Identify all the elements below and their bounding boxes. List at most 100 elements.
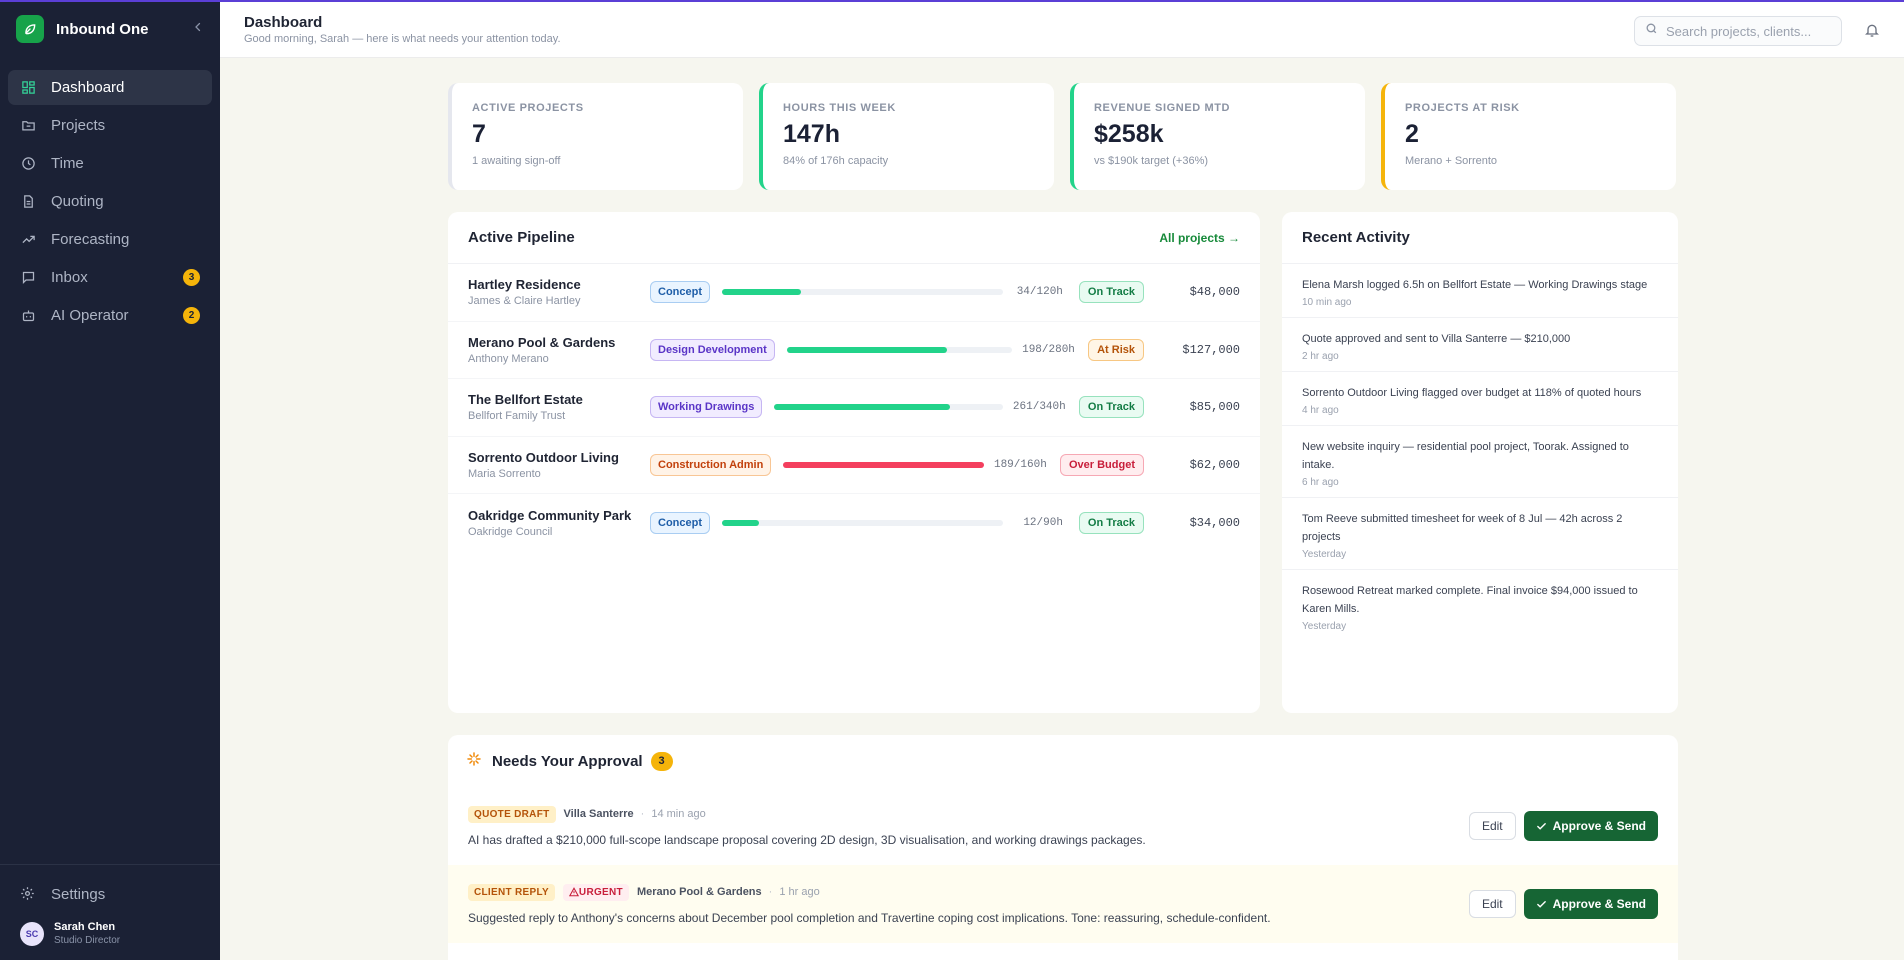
needs-approval-card: Needs Your Approval 3 QUOTE DRAFT Villa … [448,735,1678,960]
sidebar-item-projects[interactable]: Projects [8,108,212,143]
bell-icon[interactable] [1864,22,1882,40]
ai-operator-count-badge: 2 [183,307,200,324]
approve-send-button[interactable]: Approve & Send [1523,889,1658,919]
pipeline-row[interactable]: Merano Pool & Gardens Anthony Merano Des… [448,322,1260,379]
sidebar-item-inbox[interactable]: Inbox 3 [8,260,212,295]
activity-item: Elena Marsh logged 6.5h on Bellfort Esta… [1282,264,1678,318]
stat-sub: 84% of 176h capacity [783,155,889,167]
all-projects-link[interactable]: All projects → [1159,230,1240,245]
leaf-logo-icon [16,15,44,43]
progress-fill [786,346,947,353]
top-accent-line [0,0,1904,2]
sidebar: Inbound One Dashboard Projects Time Quot… [0,0,220,960]
inbox-count-badge: 3 [183,269,200,286]
approval-item: QUOTE DRAFT Villa Santerre · 14 min ago … [448,787,1678,865]
activity-text: Tom Reeve submitted timesheet for week o… [1302,513,1623,543]
pipeline-row[interactable]: The Bellfort Estate Bellfort Family Trus… [448,379,1260,437]
stat-revenue-signed: REVENUE SIGNED MTD $258k vs $190k target… [1070,83,1365,190]
approval-item: CLIENT REPLY URGENT Merano Pool & Garden… [448,865,1678,943]
sidebar-item-label: Dashboard [51,79,125,96]
activity-text: Elena Marsh logged 6.5h on Bellfort Esta… [1302,279,1648,291]
approval-title: Needs Your Approval [492,752,643,770]
sidebar-item-label: AI Operator [51,307,129,324]
edit-button[interactable]: Edit [1468,812,1516,840]
user-name: Sarah Chen [54,921,116,933]
activity-text: Sorrento Outdoor Living flagged over bud… [1302,387,1642,399]
edit-button[interactable]: Edit [1468,890,1516,918]
trending-icon [20,232,36,248]
urgent-label: URGENT [578,886,623,898]
activity-time: Yesterday [1302,621,1347,632]
stage-badge: Concept [650,511,710,534]
sidebar-item-label: Quoting [51,193,104,210]
hours-progress-bar [722,519,1003,526]
sidebar-item-settings[interactable]: Settings [8,879,212,909]
search-input[interactable] [1666,23,1826,39]
activity-time: 4 hr ago [1302,405,1339,416]
progress-fill [722,289,801,296]
sidebar-item-forecasting[interactable]: Forecasting [8,222,212,257]
activity-time: 10 min ago [1302,297,1352,308]
user-profile[interactable]: SC Sarah Chen Studio Director [8,921,212,946]
sidebar-item-label: Time [51,155,84,172]
project-amount: $127,000 [1182,342,1240,357]
approval-description: Suggested reply to Anthony's concerns ab… [468,910,1271,925]
activity-item: Quote approved and sent to Villa Santerr… [1282,318,1678,372]
pipeline-row[interactable]: Oakridge Community Park Oakridge Council… [448,494,1260,552]
hours-used: 198/280h [1022,343,1075,356]
sidebar-item-quoting[interactable]: Quoting [8,184,212,219]
project-amount: $62,000 [1189,457,1240,472]
approval-client: Merano Pool & Gardens [636,886,762,898]
project-client: James & Claire Hartley [468,295,581,308]
sidebar-item-time[interactable]: Time [8,146,212,181]
collapse-sidebar-icon[interactable] [192,20,204,38]
sidebar-item-dashboard[interactable]: Dashboard [8,70,212,105]
pipeline-row[interactable]: Hartley Residence James & Claire Hartley… [448,264,1260,322]
check-icon [1536,900,1546,908]
status-badge: On Track [1078,396,1144,419]
approve-send-button[interactable]: Approve & Send [1523,811,1658,841]
stage-badge: Design Development [650,338,775,361]
urgent-tag: URGENT [562,883,629,901]
activity-text: New website inquiry — residential pool p… [1302,441,1629,471]
progress-fill [774,404,951,411]
project-amount: $85,000 [1189,400,1240,415]
sidebar-item-label: Forecasting [51,231,130,248]
avatar: SC [20,921,44,946]
project-name: Hartley Residence [468,277,581,293]
approval-time: 1 hr ago [779,886,820,898]
project-client: Oakridge Council [468,525,553,538]
sidebar-item-ai-operator[interactable]: AI Operator 2 [8,298,212,333]
stage-badge: Construction Admin [650,453,772,476]
stat-label: PROJECTS AT RISK [1405,102,1520,114]
app-name: Inbound One [56,20,149,38]
project-client: Anthony Merano [468,352,549,365]
sidebar-item-label: Projects [51,117,106,134]
stat-hours-this-week: HOURS THIS WEEK 147h 84% of 176h capacit… [759,83,1054,190]
status-badge: Over Budget [1059,453,1144,476]
stat-value: 7 [472,120,486,148]
stat-label: ACTIVE PROJECTS [472,102,584,114]
warning-icon [568,887,579,897]
hours-used: 12/90h [1023,516,1063,529]
approval-count-badge: 3 [650,751,673,771]
status-badge: On Track [1078,281,1144,304]
stage-badge: Concept [650,281,710,304]
sidebar-footer: Settings SC Sarah Chen Studio Director [0,864,220,960]
project-amount: $34,000 [1189,515,1240,530]
sidebar-item-label: Inbox [51,269,88,286]
settings-label: Settings [51,885,106,903]
check-icon [1536,822,1546,830]
progress-fill [722,519,759,526]
activity-item: New website inquiry — residential pool p… [1282,426,1678,498]
separator-dot: · [768,886,773,898]
activity-item: Rosewood Retreat marked complete. Final … [1282,570,1678,641]
pipeline-title: Active Pipeline [468,229,575,246]
search-box [1634,16,1842,46]
pipeline-row[interactable]: Sorrento Outdoor Living Maria Sorrento C… [448,437,1260,494]
activity-time: 2 hr ago [1302,351,1339,362]
approve-send-label: Approve & Send [1552,897,1646,911]
activity-time: Yesterday [1302,549,1347,560]
approval-time: 14 min ago [651,808,706,820]
hours-used: 261/340h [1012,401,1066,414]
